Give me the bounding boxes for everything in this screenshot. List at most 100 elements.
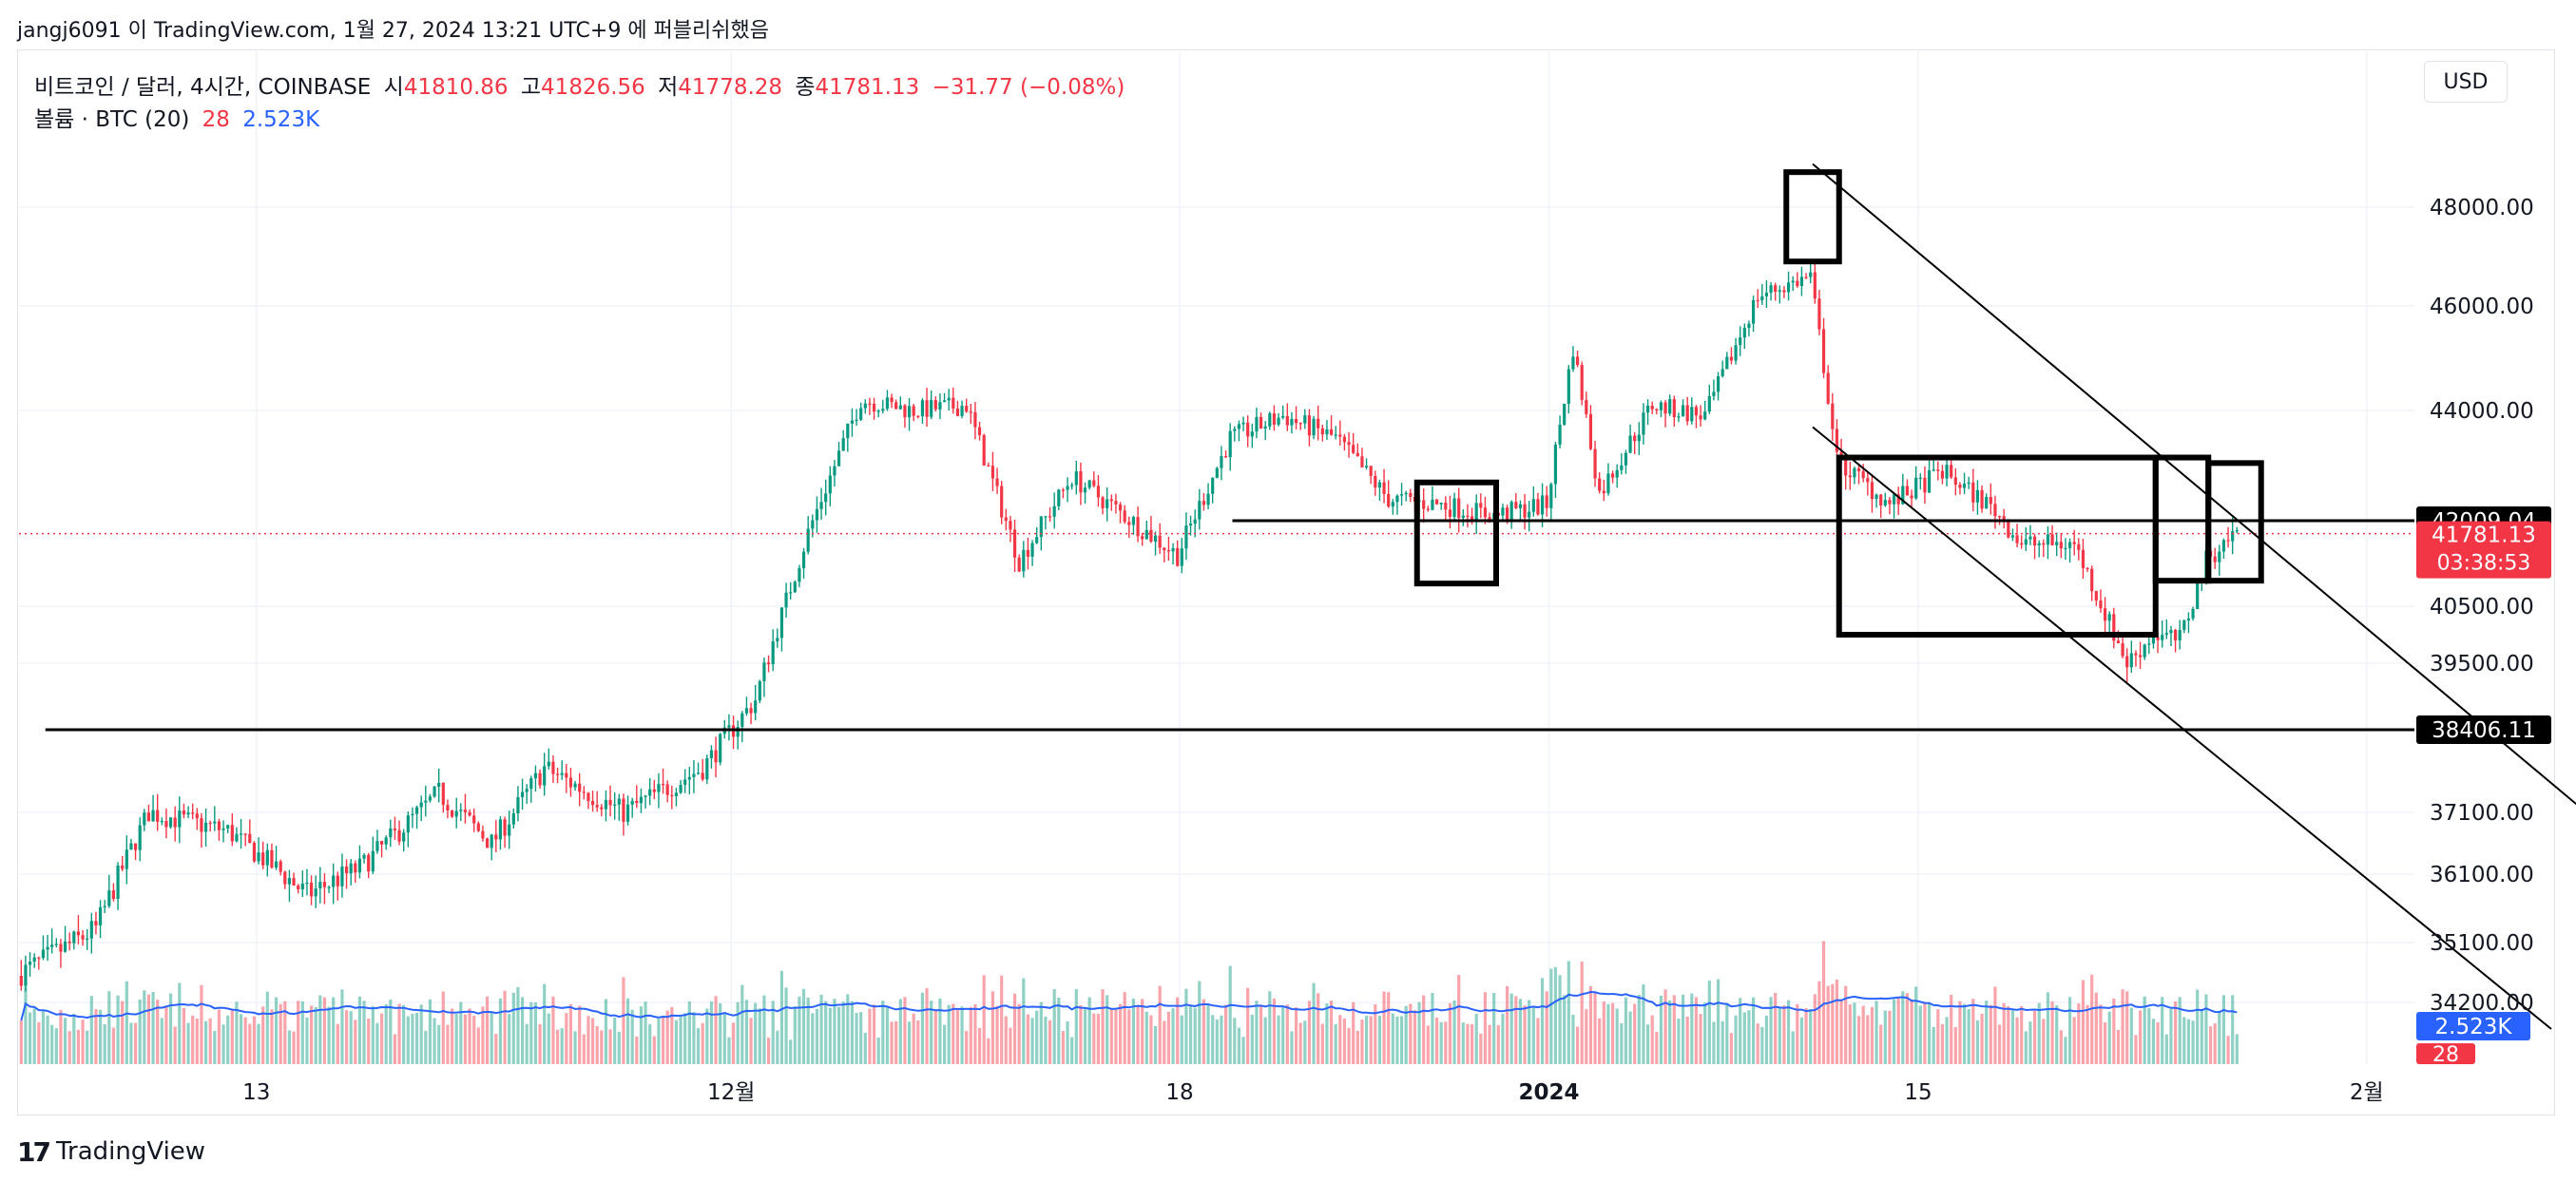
volume-bar	[379, 1013, 384, 1064]
candle-body	[24, 964, 28, 986]
volume-bar	[630, 1009, 634, 1064]
volume-bar	[1918, 1005, 1922, 1064]
volume-bar	[1615, 1008, 1619, 1064]
volume-bar	[758, 1008, 761, 1064]
currency-button[interactable]: USD	[2424, 61, 2508, 103]
volume-bar	[1114, 1008, 1118, 1064]
candle-body	[2125, 656, 2129, 668]
candle-body	[1176, 547, 1180, 566]
volume-bar	[1470, 1023, 1474, 1064]
candle-body	[762, 662, 766, 682]
volume-bar	[1549, 968, 1553, 1064]
volume-bar	[1426, 1025, 1430, 1064]
time-tick-label: 2월	[2350, 1080, 2384, 1105]
candle-body	[828, 475, 832, 494]
volume-bar	[920, 992, 925, 1064]
volume-bar	[1263, 1017, 1267, 1064]
candle-body	[151, 810, 155, 822]
volume-bar	[679, 1016, 682, 1064]
volume-bar	[2042, 1019, 2046, 1064]
volume-bar	[1198, 981, 1201, 1064]
volume-bar	[1268, 991, 1272, 1064]
volume-bar	[1901, 991, 1905, 1064]
volume-bar	[670, 1006, 674, 1064]
candle-body	[1712, 391, 1716, 396]
candle-body	[1809, 272, 1813, 277]
candle-body	[508, 824, 511, 836]
volume-bar	[67, 1031, 71, 1064]
candle-body	[1483, 507, 1488, 518]
candle-body	[784, 592, 788, 608]
candle-body	[1404, 492, 1408, 495]
volume-bar	[2090, 974, 2094, 1064]
volume-bar	[230, 1010, 234, 1064]
volume-bar	[2173, 1001, 2178, 1064]
volume-bar	[1317, 993, 1320, 1064]
volume-bar	[2121, 989, 2124, 1064]
volume-bar	[1096, 1014, 1101, 1064]
volume-bar	[789, 1039, 793, 1064]
candle-body	[379, 841, 384, 845]
candle-body	[947, 397, 951, 401]
volume-bar	[433, 1018, 436, 1064]
candle-body	[419, 802, 423, 808]
candle-body	[1259, 416, 1263, 429]
volume-bar	[1136, 1006, 1140, 1064]
volume-bar	[191, 1015, 195, 1064]
volume-bar	[1940, 1023, 1945, 1064]
candle-body	[977, 427, 982, 435]
candle-body	[1835, 429, 1839, 452]
volume-bar	[279, 1003, 282, 1064]
volume-bar	[1382, 991, 1386, 1064]
box-annotation	[1783, 169, 1842, 265]
close-value: 41781.13	[815, 75, 920, 100]
volume-bar	[885, 1007, 890, 1064]
volume-bar	[1035, 1010, 1039, 1064]
candle-body	[613, 804, 617, 806]
volume-bar	[1896, 998, 1900, 1064]
candle-body	[50, 944, 54, 947]
candle-body	[1061, 489, 1066, 491]
candle-body	[138, 825, 142, 850]
volume-bar	[1457, 975, 1461, 1064]
tradingview-logo[interactable]: 𝟭𝟳 TradingView	[17, 1133, 205, 1171]
candle-body	[406, 815, 410, 833]
candle-body	[942, 400, 947, 403]
volume-bar	[1387, 992, 1391, 1064]
volume-bar	[1971, 999, 1975, 1064]
candle-body	[766, 662, 771, 665]
candle-body	[1685, 405, 1689, 422]
candle-body	[103, 906, 106, 907]
candle-body	[2231, 531, 2235, 542]
volume-bar	[736, 1001, 740, 1064]
volume-bar	[520, 997, 525, 1064]
candle-body	[2050, 534, 2054, 545]
candle-body	[1940, 470, 1945, 479]
candle-body	[332, 875, 336, 887]
candle-body	[221, 828, 225, 830]
volume-bar	[1580, 961, 1584, 1064]
candle-body	[1580, 365, 1584, 401]
candle-body	[850, 420, 855, 424]
candle-body	[573, 783, 577, 788]
volume-bar	[683, 1013, 687, 1064]
candle-body	[868, 403, 872, 405]
candle-body	[349, 863, 353, 874]
candle-body	[446, 805, 450, 810]
volume-bar	[1404, 1005, 1408, 1064]
candle-body	[1593, 448, 1597, 479]
candle-body	[1821, 329, 1826, 373]
candle-body	[503, 819, 507, 836]
volume-bar	[1105, 995, 1109, 1064]
candle-body	[1250, 431, 1254, 437]
candle-body	[1391, 502, 1394, 507]
volume-bar	[203, 1020, 208, 1064]
candle-body	[1892, 494, 1896, 505]
volume-bar	[98, 1009, 103, 1064]
volume-bar	[1536, 1018, 1540, 1064]
volume-bar	[622, 977, 625, 1064]
volume-bar	[1466, 1023, 1470, 1064]
candle-body	[1255, 416, 1259, 432]
volume-bar	[1141, 999, 1144, 1064]
